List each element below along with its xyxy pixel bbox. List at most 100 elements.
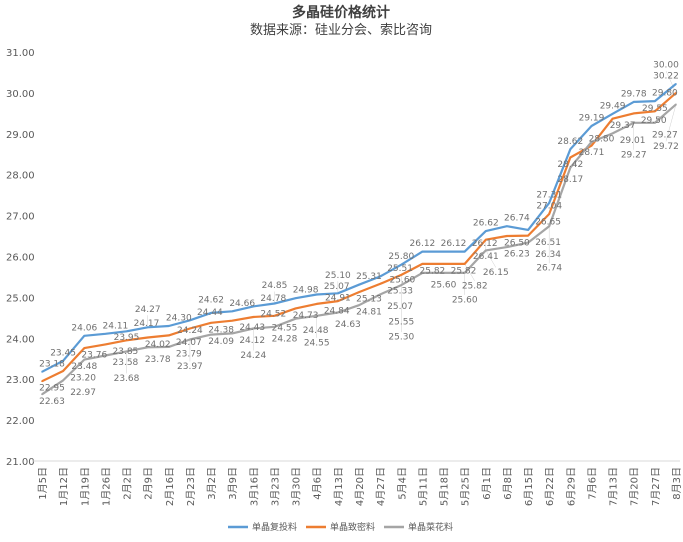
- data-point: [421, 272, 424, 274]
- data-point: [358, 291, 360, 293]
- data-label: 29.78: [621, 89, 647, 99]
- data-label: 26.74: [536, 264, 562, 274]
- data-point: [315, 315, 318, 317]
- data-point: [62, 370, 64, 372]
- data-point: [189, 338, 191, 341]
- data-label: 24.78: [260, 294, 286, 304]
- data-label: 25.80: [388, 252, 414, 262]
- data-point: [210, 312, 212, 314]
- data-point: [421, 250, 424, 253]
- data-point: [294, 297, 297, 300]
- label-leader-line: [464, 263, 475, 281]
- x-tick-label: 1月26日: [100, 467, 112, 506]
- data-point: [548, 213, 550, 215]
- data-label: 23.79: [176, 349, 202, 359]
- y-axis: 21.00 22.00 23.00 24.00 25.00 26.00 27.00 28.00…: [6, 48, 35, 468]
- y-tick-label: 23.00: [6, 375, 35, 386]
- x-tick-label: 7月20日: [629, 467, 641, 506]
- data-point: [442, 250, 445, 253]
- data-point: [252, 305, 255, 308]
- data-point: [231, 310, 233, 313]
- data-point: [62, 379, 64, 382]
- data-label: 23.76: [81, 351, 107, 361]
- data-label: 29.55: [642, 104, 668, 114]
- x-tick-label: 2月23日: [185, 467, 197, 506]
- chart-title: 多晶硅价格统计: [292, 4, 390, 21]
- data-label: 26.15: [483, 268, 509, 278]
- data-label: 29.49: [600, 101, 626, 111]
- data-label: 26.12: [410, 239, 436, 249]
- data-label: 24.17: [134, 319, 160, 329]
- data-label: 24.30: [166, 314, 192, 324]
- data-point: [125, 330, 128, 333]
- data-label: 25.33: [387, 286, 413, 296]
- data-point: [168, 346, 170, 348]
- data-label: 24.63: [335, 320, 361, 330]
- data-point: [654, 100, 656, 102]
- data-point: [231, 319, 233, 322]
- data-point: [527, 229, 529, 231]
- data-label: 24.62: [198, 295, 224, 305]
- data-label: 26.50: [504, 239, 530, 249]
- x-tick-label: 5月11日: [417, 467, 429, 506]
- data-point: [506, 235, 508, 237]
- data-point: [41, 380, 43, 383]
- data-point: [337, 292, 339, 295]
- data-point: [294, 317, 297, 320]
- data-label: 25.82: [462, 281, 488, 291]
- data-point: [611, 112, 614, 115]
- y-tick-label: 25.00: [6, 293, 35, 304]
- data-point: [337, 311, 339, 314]
- data-point: [548, 202, 550, 204]
- data-point: [400, 263, 403, 266]
- data-point: [146, 326, 149, 329]
- data-label: 25.60: [431, 280, 457, 290]
- data-label: 23.58: [113, 358, 139, 368]
- data-point: [675, 92, 677, 94]
- data-point: [83, 347, 86, 349]
- data-label: 24.44: [197, 308, 223, 318]
- data-point: [675, 83, 677, 85]
- data-label: 24.73: [293, 311, 319, 321]
- data-label: 29.72: [653, 142, 679, 152]
- y-tick-label: 27.00: [6, 212, 35, 223]
- data-label: 23.78: [145, 355, 171, 365]
- data-label: 24.02: [145, 340, 171, 350]
- data-point: [125, 350, 128, 353]
- x-axis: 1月5日 1月12日 1月19日 1月26日 2月2日 2月9日 2月16日 2月23日 3月2…: [32, 460, 683, 506]
- chart-subtitle: 数据来源：硅业分会、索比咨询: [250, 23, 432, 38]
- data-label: 24.81: [356, 308, 382, 318]
- data-point: [527, 234, 529, 237]
- data-label: 25.30: [388, 333, 414, 343]
- data-label: 26.41: [473, 252, 499, 262]
- data-label: 25.82: [420, 266, 446, 276]
- x-tick-label: 6月15日: [523, 467, 535, 506]
- y-tick-label: 22.00: [6, 416, 35, 427]
- data-point: [252, 316, 255, 318]
- data-label: 22.97: [70, 388, 96, 398]
- x-tick-label: 7月6日: [586, 467, 598, 500]
- x-tick-label: 7月27日: [650, 467, 662, 506]
- data-point: [485, 230, 487, 232]
- x-tick-label: 1月19日: [79, 467, 91, 506]
- data-point: [506, 225, 508, 228]
- x-tick-label: 6月29日: [565, 467, 577, 506]
- data-point: [590, 144, 593, 147]
- data-point: [104, 354, 107, 357]
- data-point: [463, 263, 466, 265]
- data-label: 22.63: [39, 397, 65, 407]
- data-label: 29.27: [621, 150, 647, 160]
- data-label: 24.84: [324, 306, 350, 316]
- data-label: 24.24: [240, 351, 266, 361]
- data-label: 24.98: [293, 286, 319, 296]
- data-label: 24.66: [229, 299, 255, 309]
- data-point: [41, 393, 43, 396]
- data-point: [611, 117, 614, 120]
- y-tick-label: 24.00: [6, 334, 35, 345]
- data-label: 24.91: [325, 294, 351, 304]
- data-label: 25.31: [356, 272, 382, 282]
- legend: 单晶复投料 单晶致密料 单晶菜花料: [228, 521, 453, 533]
- x-tick-label: 4月20日: [354, 467, 366, 506]
- data-label: 24.07: [176, 338, 202, 348]
